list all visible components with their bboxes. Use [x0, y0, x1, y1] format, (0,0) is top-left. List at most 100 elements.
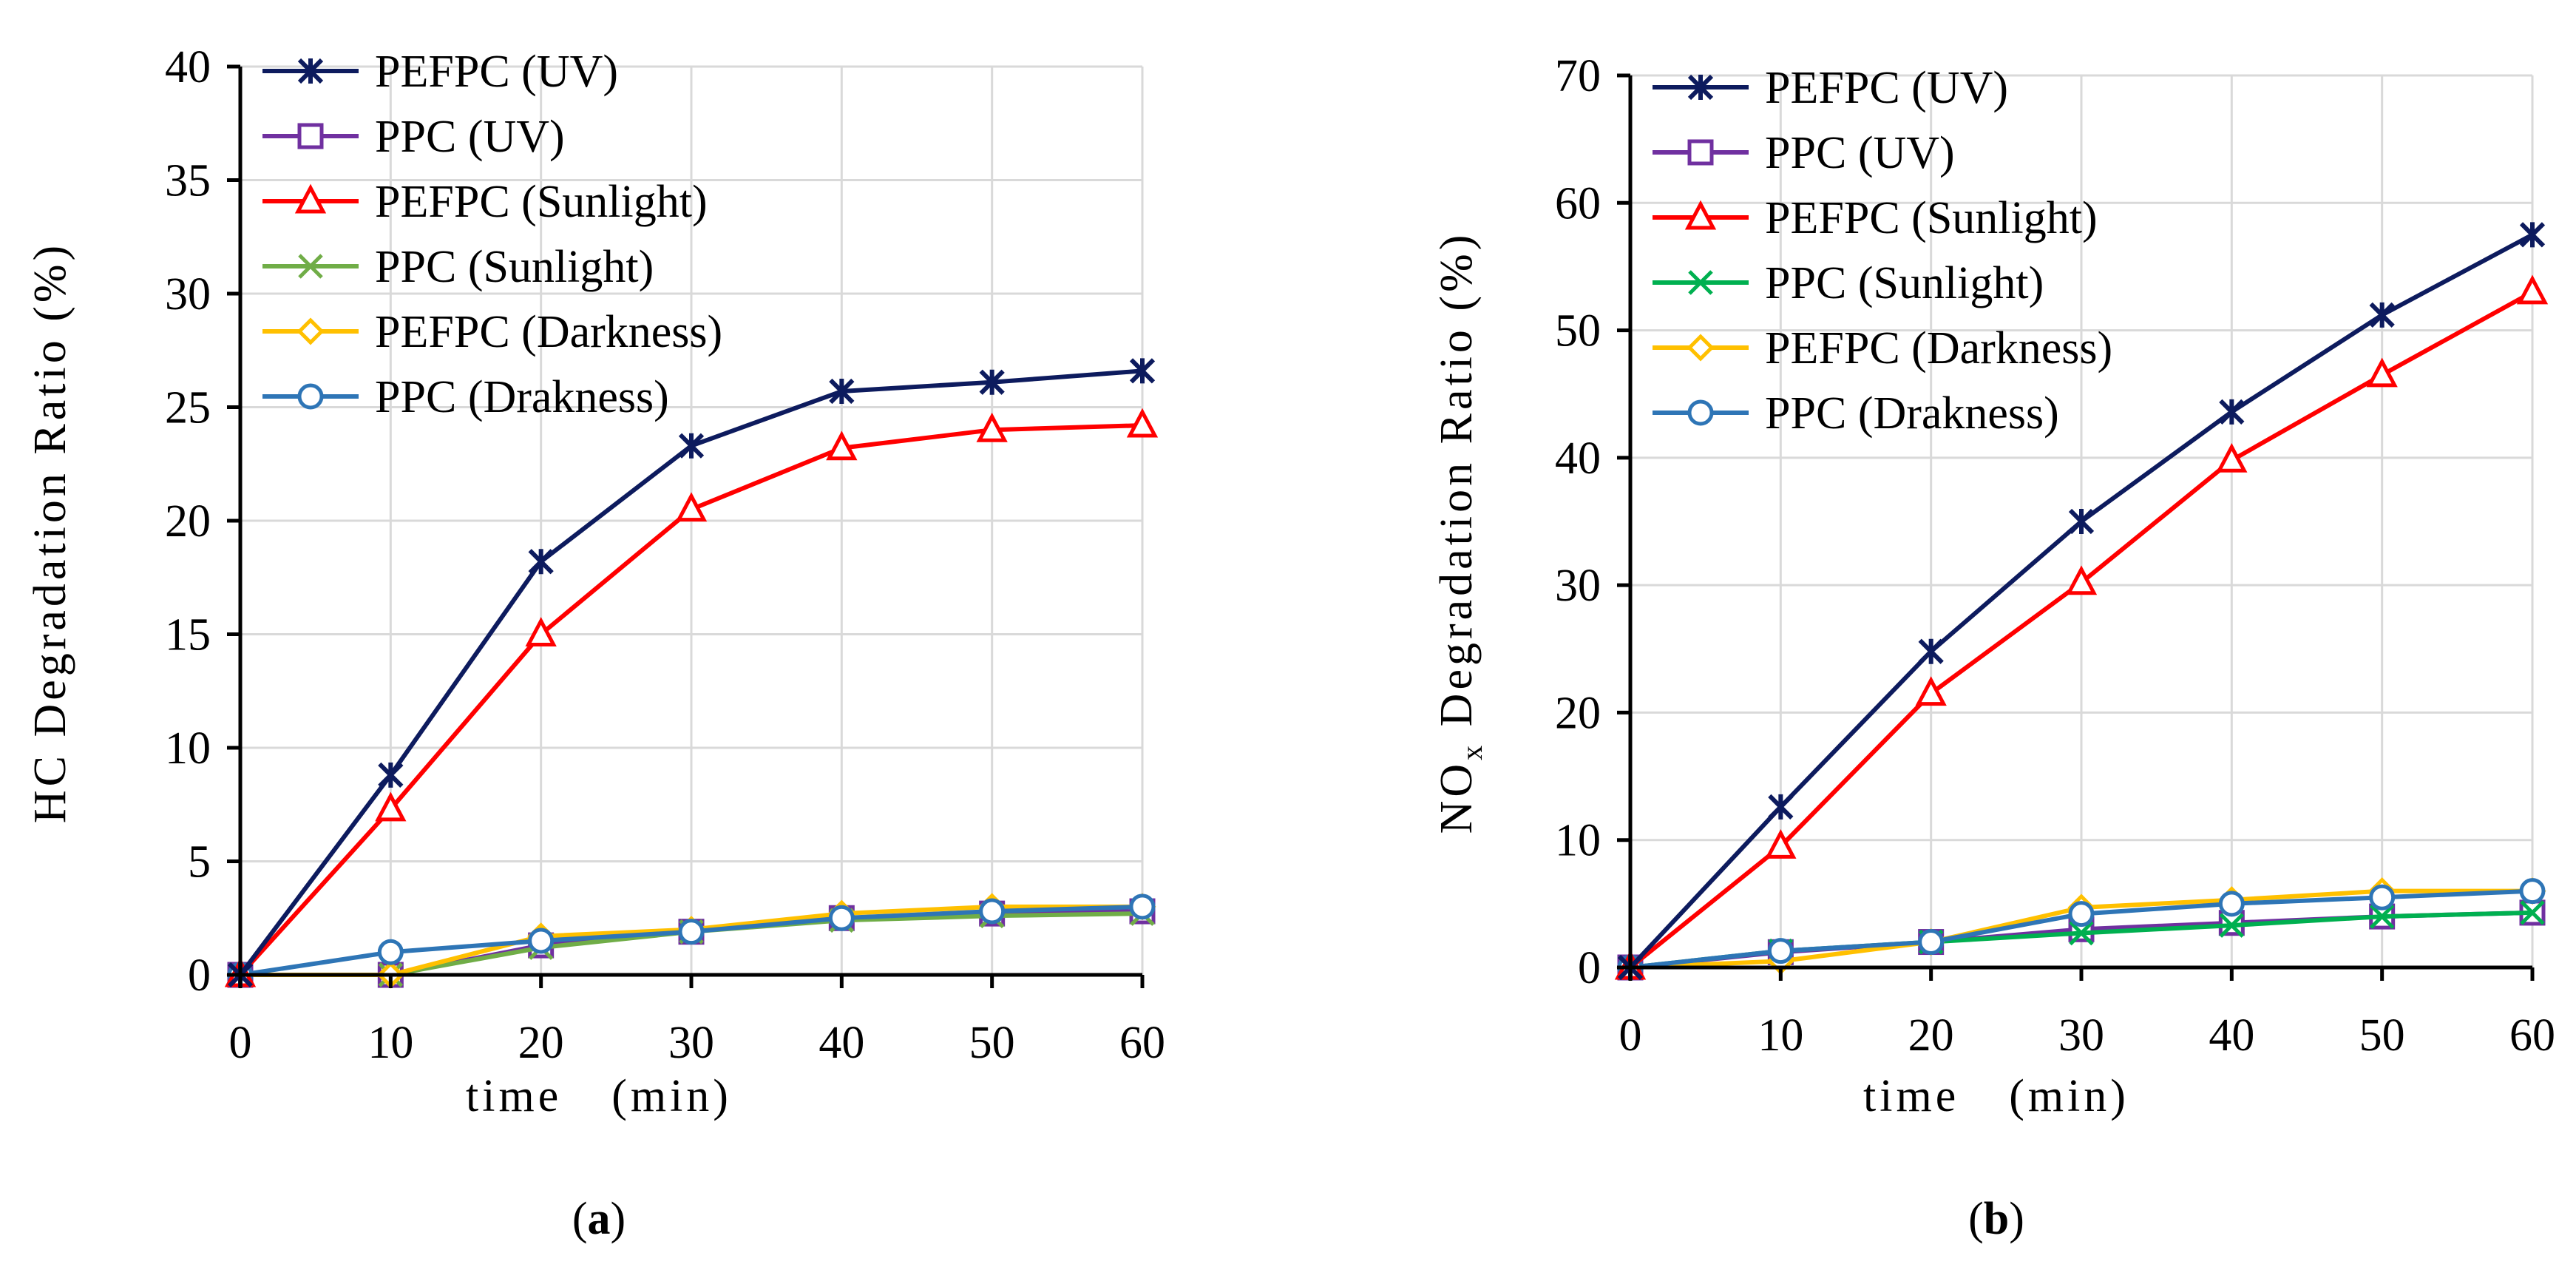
- y-tick-label: 30: [1555, 561, 1601, 611]
- data-point: [525, 617, 557, 646]
- legend-label: PEFPC (Sunlight): [1765, 193, 2098, 243]
- gridlines: [240, 65, 1144, 975]
- y-tick-label: 40: [165, 42, 211, 92]
- data-point: [1767, 938, 1794, 965]
- axes: [1617, 73, 2535, 981]
- data-point: [2369, 302, 2395, 328]
- y-axis-label: NOx Degradation Ratio (%): [1431, 232, 1488, 834]
- x-tick-label: 20: [518, 1018, 564, 1068]
- data-point: [1918, 929, 1945, 956]
- legend-swatch-marker: [298, 254, 323, 279]
- legend-item: PEFPC (UV): [262, 47, 618, 97]
- x-axis-label: time (min): [1863, 1071, 2129, 1121]
- data-point: [2219, 399, 2245, 425]
- legend-swatch-marker: [297, 383, 324, 410]
- x-tick-label: 0: [1619, 1010, 1642, 1061]
- legend-label: PPC (Drakness): [1765, 388, 2059, 439]
- legend-item: PPC (UV): [262, 112, 565, 162]
- data-point: [1915, 676, 1947, 706]
- data-point: [528, 928, 555, 954]
- legend-swatch-marker: [297, 58, 324, 84]
- legend-label: PPC (Sunlight): [375, 242, 654, 292]
- legend-swatch-marker: [1687, 334, 1715, 362]
- y-axis-label: HC Degradation Ratio (%): [25, 242, 75, 823]
- data-point: [2369, 904, 2395, 929]
- data-point: [1126, 408, 1159, 438]
- panel-caption: (a): [572, 1194, 626, 1244]
- y-tick-label: 5: [188, 837, 211, 888]
- y-tick-label: 10: [165, 723, 211, 774]
- panel-caption-letter: a: [588, 1194, 611, 1244]
- y-tick-label: 0: [188, 950, 211, 1001]
- x-tick-label: 60: [1119, 1018, 1165, 1068]
- legend-swatch-marker: [297, 123, 324, 149]
- x-tick-label: 10: [1758, 1010, 1803, 1061]
- legend-swatch-marker: [294, 183, 327, 214]
- data-point: [2068, 508, 2095, 535]
- legend-item: PPC (UV): [1653, 128, 1955, 178]
- data-point: [826, 430, 858, 461]
- data-point: [1129, 358, 1156, 384]
- legend-item: PEFPC (Darkness): [1653, 323, 2112, 374]
- tick-labels: 0 10 20 30 40 50 60 0 10 20 30 40 50 60 70: [1555, 51, 2555, 1061]
- data-point: [2065, 565, 2098, 595]
- y-axis-label-suffix: Degradation Ratio (%): [1431, 232, 1482, 742]
- legend-swatch-marker: [296, 317, 325, 345]
- data-point: [675, 492, 708, 522]
- data-point: [2069, 920, 2094, 946]
- x-tick-label: 20: [1908, 1010, 1954, 1061]
- legend-label: PEFPC (Darkness): [375, 307, 722, 357]
- legend-item: PPC (Sunlight): [1653, 258, 2044, 308]
- data-point: [1129, 894, 1156, 920]
- data-point: [829, 378, 855, 405]
- legend-item: PEFPC (Sunlight): [262, 177, 708, 227]
- panel-caption-letter: b: [1984, 1194, 2009, 1244]
- data-point: [378, 762, 404, 788]
- y-tick-label: 70: [1555, 51, 1601, 101]
- legend-item: PEFPC (Sunlight): [1653, 193, 2098, 243]
- data-point: [2366, 357, 2398, 388]
- y-tick-label: 35: [165, 156, 211, 206]
- data-point: [979, 898, 1006, 925]
- legend-item: PEFPC (Darkness): [262, 307, 722, 357]
- legend-label: PPC (UV): [1765, 128, 1955, 178]
- x-axis-label: time (min): [466, 1071, 732, 1121]
- legend-label: PEFPC (Sunlight): [375, 177, 708, 227]
- legend-item: PEFPC (UV): [1653, 63, 2008, 113]
- x-tick-label: 30: [2058, 1010, 2104, 1061]
- legend-swatch-marker: [1687, 139, 1714, 166]
- legend-swatch-marker: [1684, 200, 1717, 230]
- x-tick-label: 30: [668, 1018, 714, 1068]
- legend-label: PEFPC (UV): [1765, 63, 2008, 113]
- legend-label: PPC (UV): [375, 112, 565, 162]
- x-tick-label: 0: [229, 1018, 252, 1068]
- legend-item: PPC (Drakness): [1653, 388, 2059, 439]
- y-tick-label: 30: [165, 269, 211, 320]
- data-point: [678, 433, 705, 459]
- chart-panel-a: 0 10 20 30 40 50 60 0 5 10 15 20 25 30 35 40 time (min)…: [25, 42, 1165, 1244]
- tick-labels: 0 10 20 30 40 50 60 0 5 10 15 20 25 30 35 40: [165, 42, 1165, 1068]
- data-point: [377, 939, 404, 965]
- legend: PEFPC (UV) PPC (UV) PEFPC (Sunlight) PPC (S…: [1653, 63, 2112, 439]
- data-point: [1768, 794, 1794, 820]
- axes: [227, 64, 1145, 988]
- x-tick-label: 50: [969, 1018, 1015, 1068]
- series-pefpc-sunlight: [1614, 274, 2549, 980]
- data-point: [375, 791, 407, 822]
- y-tick-label: 0: [1578, 943, 1601, 993]
- x-tick-label: 60: [2509, 1010, 2555, 1061]
- data-point: [2516, 274, 2549, 305]
- legend-item: PPC (Drakness): [262, 372, 669, 422]
- x-tick-label: 40: [818, 1018, 864, 1068]
- y-tick-label: 20: [165, 496, 211, 547]
- data-point: [2520, 900, 2545, 925]
- data-point: [2519, 878, 2546, 905]
- data-point: [2519, 222, 2546, 248]
- data-point: [2219, 913, 2245, 938]
- y-tick-label: 60: [1555, 178, 1601, 229]
- y-tick-label: 20: [1555, 688, 1601, 738]
- y-tick-label: 15: [165, 610, 211, 661]
- y-axis-label-subscript: x: [1455, 742, 1488, 760]
- series-lines: [1614, 222, 2549, 982]
